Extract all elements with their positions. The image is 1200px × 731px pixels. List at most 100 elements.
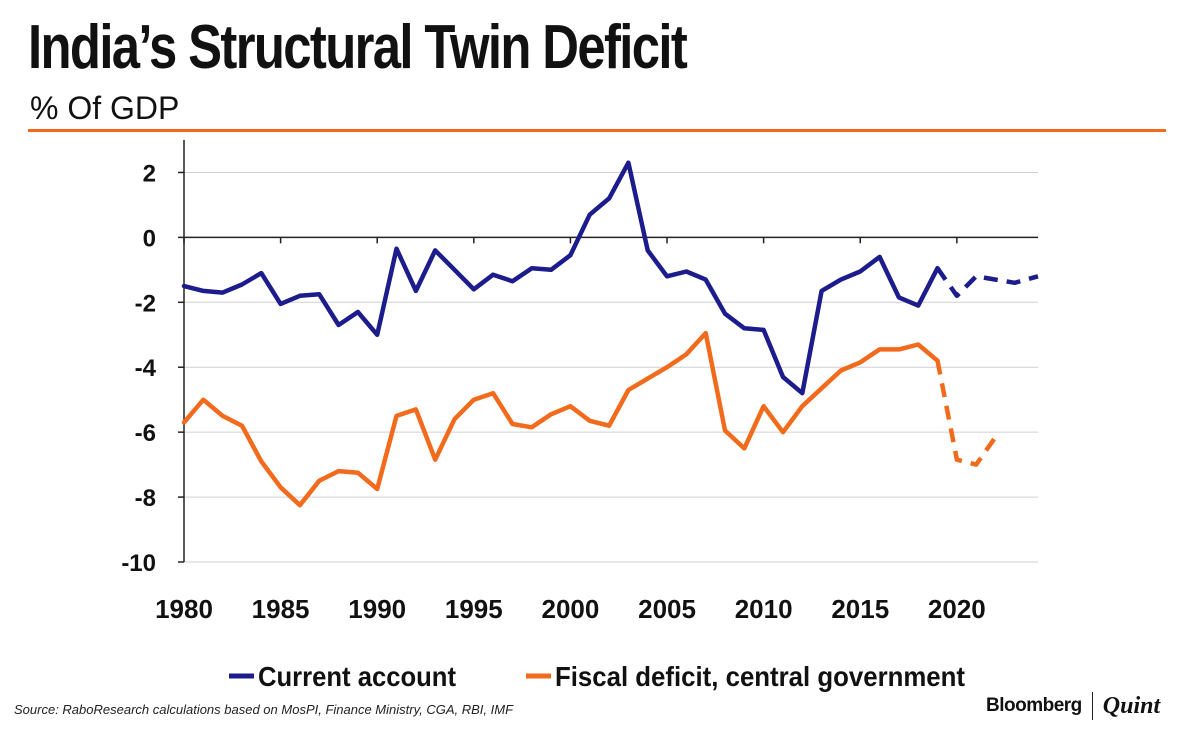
data-point-fiscal-deficit bbox=[433, 458, 437, 462]
series-line-current-account bbox=[181, 160, 940, 396]
series-line-fiscal-deficit bbox=[181, 330, 940, 508]
data-point-current-account bbox=[761, 328, 765, 332]
legend-label-current-account: Current account bbox=[258, 661, 456, 692]
data-point-fiscal-deficit bbox=[491, 391, 495, 395]
data-point-current-account bbox=[858, 269, 862, 273]
gridlines bbox=[184, 171, 1038, 563]
x-tick-label: 1980 bbox=[155, 594, 213, 624]
data-point-fiscal-deficit bbox=[356, 471, 360, 475]
data-point-current-account bbox=[472, 287, 476, 291]
data-point-current-account bbox=[935, 266, 939, 270]
data-point-current-account bbox=[201, 289, 205, 293]
data-point-fiscal-deficit bbox=[336, 469, 340, 473]
data-point-fiscal-deficit bbox=[394, 414, 398, 418]
y-tick-label: -10 bbox=[121, 550, 156, 577]
data-point-fiscal-deficit bbox=[684, 352, 688, 356]
data-point-fiscal-deficit bbox=[220, 414, 224, 418]
data-point-current-account bbox=[800, 391, 804, 395]
data-point-fiscal-deficit bbox=[414, 407, 418, 411]
data-point-current-account bbox=[916, 303, 920, 307]
data-point-fiscal-deficit bbox=[240, 423, 244, 427]
x-tick-label: 1995 bbox=[445, 594, 503, 624]
data-point-current-account bbox=[839, 277, 843, 281]
data-point-fiscal-deficit bbox=[375, 487, 379, 491]
data-point-current-account bbox=[549, 268, 553, 272]
brand-separator bbox=[1091, 692, 1093, 720]
data-point-fiscal-deficit bbox=[182, 420, 186, 424]
data-point-current-account bbox=[452, 268, 456, 272]
data-point-current-account bbox=[646, 248, 650, 252]
source-note: Source: RaboResearch calculations based … bbox=[14, 702, 514, 717]
x-tick-label: 2010 bbox=[735, 594, 793, 624]
data-point-current-account bbox=[877, 255, 881, 259]
data-point-fiscal-deficit bbox=[858, 360, 862, 364]
data-point-fiscal-deficit bbox=[607, 423, 611, 427]
data-point-current-account bbox=[298, 294, 302, 298]
data-point-fiscal-deficit bbox=[703, 331, 707, 335]
data-point-current-account bbox=[259, 271, 263, 275]
data-point-current-account bbox=[665, 274, 669, 278]
y-axis-ticks: 2 0 -2 -4 -6 -8 -10 bbox=[121, 160, 184, 577]
data-point-current-account bbox=[240, 282, 244, 286]
legend: Current account Fiscal deficit, central … bbox=[229, 661, 965, 692]
data-point-fiscal-deficit bbox=[781, 430, 785, 434]
data-point-current-account bbox=[414, 289, 418, 293]
data-point-current-account bbox=[781, 375, 785, 379]
data-point-fiscal-deficit bbox=[742, 446, 746, 450]
data-point-current-account bbox=[491, 273, 495, 277]
data-point-fiscal-deficit bbox=[452, 417, 456, 421]
data-point-current-account bbox=[588, 212, 592, 216]
data-point-current-account bbox=[703, 277, 707, 281]
title-divider bbox=[28, 129, 1166, 132]
data-point-fiscal-deficit bbox=[646, 376, 650, 380]
data-point-current-account bbox=[182, 284, 186, 288]
data-point-fiscal-deficit bbox=[201, 397, 205, 401]
data-point-fiscal-deficit bbox=[916, 342, 920, 346]
legend-label-fiscal-deficit: Fiscal deficit, central government bbox=[555, 661, 965, 692]
data-point-current-account bbox=[568, 253, 572, 257]
series-layer bbox=[181, 160, 1039, 508]
data-point-current-account bbox=[819, 289, 823, 293]
series-forecast-line-fiscal-deficit bbox=[935, 360, 998, 467]
data-point-current-account bbox=[317, 292, 321, 296]
data-point-fiscal-deficit bbox=[800, 404, 804, 408]
data-point-current-account bbox=[220, 290, 224, 294]
x-tick-label: 2000 bbox=[542, 594, 600, 624]
data-point-fiscal-deficit bbox=[839, 368, 843, 372]
data-point-fiscal-deficit bbox=[665, 365, 669, 369]
data-point-current-account bbox=[433, 248, 437, 252]
x-tick-label: 2005 bbox=[638, 594, 696, 624]
x-tick-label: 2020 bbox=[928, 594, 986, 624]
y-tick-label: 2 bbox=[143, 160, 156, 187]
x-tick-label: 2015 bbox=[831, 594, 889, 624]
x-tick-label: 1990 bbox=[348, 594, 406, 624]
data-point-current-account bbox=[375, 333, 379, 337]
data-point-fiscal-deficit bbox=[472, 397, 476, 401]
data-point-fiscal-deficit bbox=[877, 347, 881, 351]
data-point-fiscal-deficit bbox=[317, 479, 321, 483]
y-tick-label: -2 bbox=[135, 290, 156, 317]
data-point-current-account bbox=[626, 161, 630, 165]
data-point-current-account bbox=[530, 266, 534, 270]
data-point-current-account bbox=[336, 323, 340, 327]
data-point-current-account bbox=[684, 269, 688, 273]
brand-name: Bloomberg bbox=[986, 695, 1082, 716]
data-point-fiscal-deficit bbox=[819, 386, 823, 390]
data-point-fiscal-deficit bbox=[568, 404, 572, 408]
data-point-fiscal-deficit bbox=[298, 503, 302, 507]
data-point-fiscal-deficit bbox=[935, 359, 939, 363]
data-point-current-account bbox=[742, 326, 746, 330]
data-point-fiscal-deficit bbox=[897, 347, 901, 351]
data-point-current-account bbox=[278, 302, 282, 306]
y-tick-label: -6 bbox=[135, 420, 156, 447]
data-point-current-account bbox=[897, 295, 901, 299]
data-point-fiscal-deficit bbox=[530, 425, 534, 429]
data-point-fiscal-deficit bbox=[723, 428, 727, 432]
data-point-fiscal-deficit bbox=[549, 412, 553, 416]
y-tick-label: 0 bbox=[143, 225, 156, 252]
data-point-fiscal-deficit bbox=[278, 485, 282, 489]
chart-subtitle: % Of GDP bbox=[30, 90, 180, 126]
brand-name-quint: Quint bbox=[1102, 692, 1161, 719]
series-forecast-line-current-account bbox=[935, 266, 1039, 299]
x-tick-label: 1985 bbox=[252, 594, 310, 624]
